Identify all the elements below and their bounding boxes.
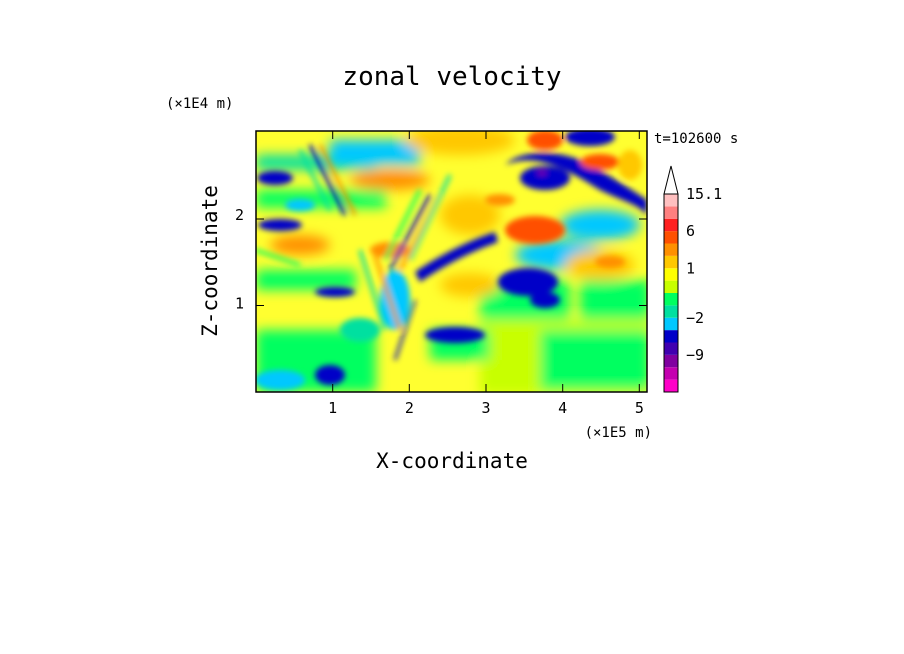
colorbar-arrow xyxy=(663,165,679,195)
axis-ticks xyxy=(256,131,647,392)
colorbar-label: 15.1 xyxy=(686,185,722,203)
x-tick-labels: 1 2 3 4 5 xyxy=(328,399,644,417)
colorbar-segment xyxy=(664,218,678,232)
feature-teal-center xyxy=(340,318,380,342)
feature-blue-lower xyxy=(425,327,485,343)
colorbar-label: 6 xyxy=(686,222,695,240)
band-cyan-top xyxy=(330,140,420,165)
feature-orange-upper xyxy=(485,194,515,206)
contour-field xyxy=(256,131,647,392)
blob-orange-top xyxy=(405,131,515,155)
feature-blue-core xyxy=(520,166,570,190)
colorbar-segment xyxy=(664,330,678,343)
feature-blue-top-right xyxy=(565,131,615,146)
feature-blue-diagonal xyxy=(415,232,498,282)
feature-cyan-left xyxy=(285,199,315,211)
feature-blue-left-3 xyxy=(315,287,355,297)
colorbar-segment xyxy=(664,280,678,293)
x-tick-label: 3 xyxy=(481,399,490,417)
colorbar-segment xyxy=(664,293,678,306)
field-detail-layer xyxy=(256,131,647,390)
y-unit-label: (×1E4 m) xyxy=(166,96,233,112)
x-unit-label: (×1E5 m) xyxy=(585,425,652,441)
x-tick-label: 1 xyxy=(328,399,337,417)
colorbar-segment xyxy=(664,206,678,219)
colorbar-segment xyxy=(664,255,678,269)
blob-darkorange-left xyxy=(270,235,330,255)
feature-red-top xyxy=(527,131,563,150)
time-label: t=102600 s xyxy=(654,131,738,147)
feature-purple-core xyxy=(537,171,547,175)
colorbar-segment xyxy=(664,194,678,207)
colorbar-labels: 15.1 6 1 −2 −9 xyxy=(686,185,722,364)
x-axis-label: X-coordinate xyxy=(376,449,528,473)
feature-blue-mid-right xyxy=(498,268,558,296)
y-tick-label: 2 xyxy=(235,206,244,224)
y-tick-labels: 12 xyxy=(235,206,244,312)
feature-orange-edge xyxy=(618,150,642,180)
blob-darkorange-top xyxy=(350,170,430,190)
band-green-right xyxy=(580,280,647,320)
feature-blue-mid-right-lobe xyxy=(530,292,560,308)
colorbar-segment xyxy=(664,367,678,380)
y-tick-label: 1 xyxy=(235,295,244,313)
blob-cyan-upper-right xyxy=(560,210,640,240)
colorbar-segment xyxy=(664,268,678,281)
colorbar-segment xyxy=(664,305,678,318)
feature-blue-upper-right xyxy=(505,153,647,215)
colorbar-segment xyxy=(664,354,678,368)
feature-red-right xyxy=(505,216,565,244)
colorbar-label: −9 xyxy=(686,346,704,364)
feature-red-top-right xyxy=(580,154,620,170)
chart-title: zonal velocity xyxy=(342,62,561,92)
band-green-bottom-right xyxy=(540,330,647,390)
colorbar-segment xyxy=(664,342,678,355)
wave-stripes xyxy=(256,144,452,361)
colorbar-segment xyxy=(664,379,678,392)
colorbar-segment xyxy=(664,317,678,331)
y-axis-label: Z-coordinate xyxy=(198,185,222,337)
band-green-left xyxy=(256,270,356,290)
x-tick-label: 4 xyxy=(558,399,567,417)
feature-blue-left-1 xyxy=(257,171,293,185)
blob-orange-mid xyxy=(440,273,500,297)
blob-orange-center xyxy=(440,195,500,235)
feature-blue-left-2 xyxy=(258,219,302,231)
colorbar-segment xyxy=(664,243,678,256)
plot-frame xyxy=(255,130,648,393)
x-tick-label: 2 xyxy=(405,399,414,417)
feature-orange-right xyxy=(595,256,625,268)
feature-cyan-center xyxy=(380,270,410,330)
colorbar xyxy=(663,165,679,393)
colorbar-frame xyxy=(663,193,679,393)
feature-blue-bottom-left xyxy=(315,365,345,385)
x-tick-label: 5 xyxy=(635,399,644,417)
colorbar-segment xyxy=(664,231,678,244)
colorbar-label: −2 xyxy=(686,309,704,327)
feature-cyan-bottom-left xyxy=(256,370,305,390)
colorbar-label: 1 xyxy=(686,259,695,277)
